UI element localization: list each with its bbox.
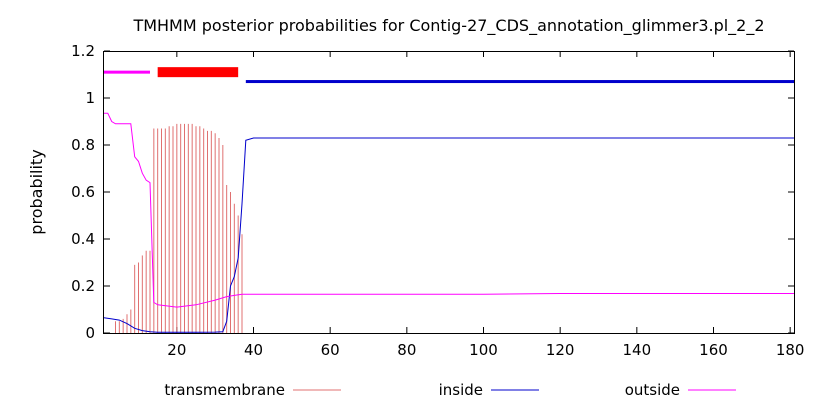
topology-inside-bar [245, 80, 795, 84]
legend-label-inside: inside [439, 381, 483, 399]
x-tick-label: 160 [699, 341, 728, 359]
y-axis-ticks: 0 0.2 0.4 0.6 0.8 1 1.2 [71, 42, 794, 342]
topology-outside-bar [104, 70, 150, 74]
legend-label-outside: outside [625, 381, 680, 399]
probability-lines [103, 112, 794, 333]
x-tick-label: 80 [397, 341, 416, 359]
topology-transmembrane-bar [157, 67, 239, 78]
x-tick-label: 180 [776, 341, 805, 359]
x-tick-label: 140 [623, 341, 652, 359]
transmembrane-impulses [115, 123, 243, 333]
y-tick-label: 0.6 [71, 183, 95, 201]
y-axis-label: probability [27, 149, 46, 234]
y-tick-label: 0.8 [71, 136, 95, 154]
chart-title: TMHMM posterior probabilities for Contig… [132, 16, 764, 36]
y-tick-label: 0.4 [71, 230, 95, 248]
outside-line [104, 112, 794, 308]
y-tick-label: 0.2 [71, 277, 95, 295]
x-tick-label: 100 [469, 341, 498, 359]
plot-frame [103, 51, 795, 334]
inside-line [103, 137, 794, 333]
x-axis-ticks: 20 40 60 80 100 120 140 160 180 [167, 51, 804, 359]
y-tick-label: 1.2 [71, 42, 95, 60]
y-tick-label: 0 [85, 324, 95, 342]
x-tick-label: 40 [244, 341, 263, 359]
x-tick-label: 120 [546, 341, 575, 359]
x-tick-label: 60 [321, 341, 340, 359]
legend: transmembrane inside outside [164, 381, 736, 399]
y-tick-label: 1 [85, 89, 95, 107]
x-tick-label: 20 [167, 341, 186, 359]
topology-bars [104, 67, 795, 84]
legend-label-transmembrane: transmembrane [164, 381, 285, 399]
